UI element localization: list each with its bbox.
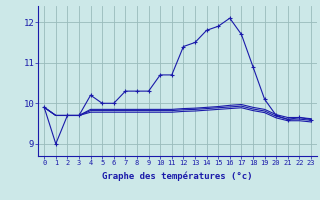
X-axis label: Graphe des températures (°c): Graphe des températures (°c): [102, 172, 253, 181]
